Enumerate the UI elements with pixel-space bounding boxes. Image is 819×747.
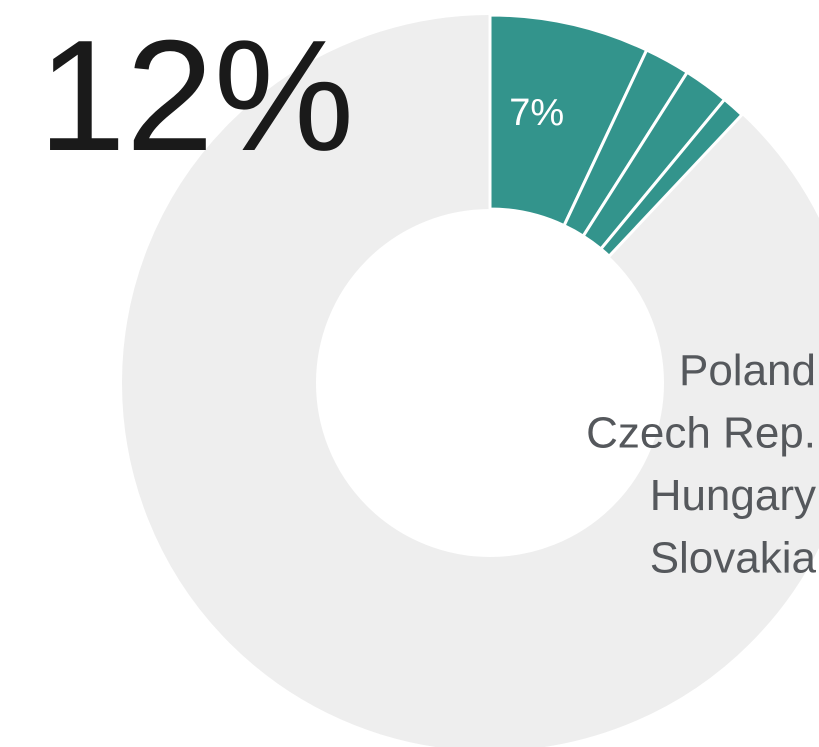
value-label: 7%: [509, 92, 564, 134]
donut-segment: [598, 97, 745, 259]
legend-label: Slovakia: [650, 534, 817, 583]
legend: Poland Czech Rep. Hungary Slovakia: [586, 346, 816, 583]
segments: 7%: [488, 13, 745, 259]
total-label: 12%: [38, 8, 354, 184]
legend-label: Hungary: [650, 471, 816, 520]
legend-label: Poland: [679, 346, 816, 395]
legend-label: Czech Rep.: [586, 409, 816, 458]
